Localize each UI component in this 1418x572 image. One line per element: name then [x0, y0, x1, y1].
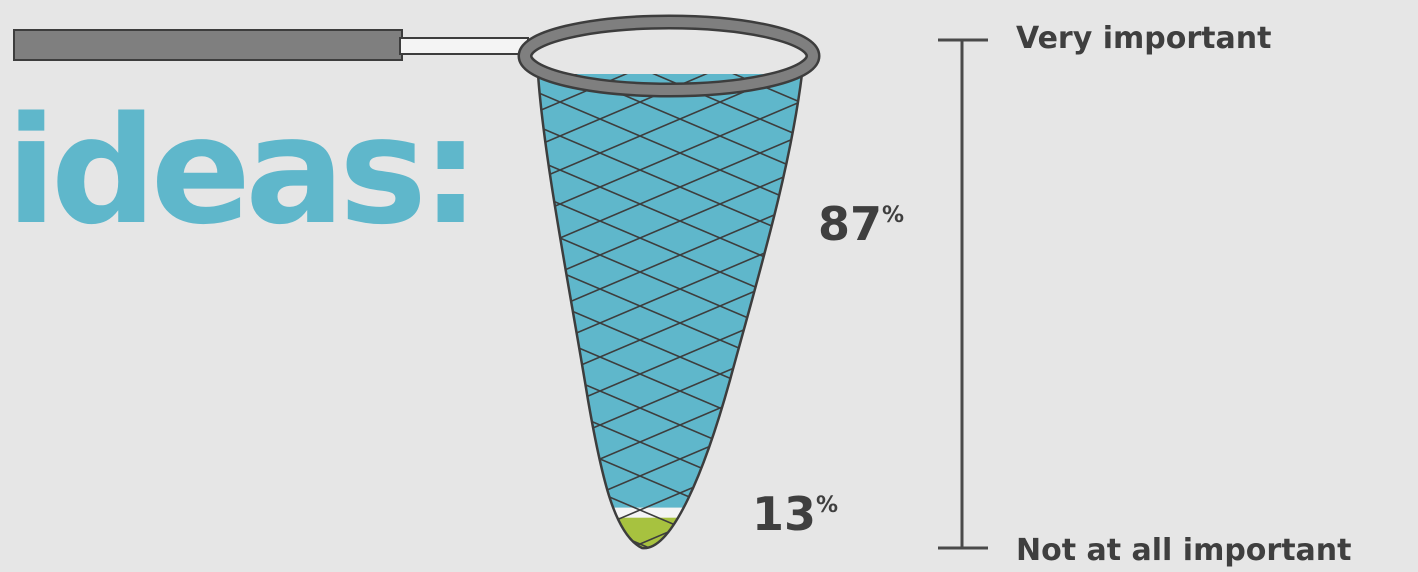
scale-label-top: Very important: [1016, 21, 1271, 56]
net-body: [536, 73, 804, 550]
data-label-87: 87%: [818, 197, 904, 251]
data-label-13: 13%: [752, 487, 838, 541]
importance-scale: Very important Not at all important: [938, 21, 1352, 568]
scale-label-bottom: Not at all important: [1016, 533, 1352, 568]
net-rim: [517, 14, 821, 98]
net-handle: [13, 29, 529, 61]
heading: ideas:: [6, 85, 474, 257]
